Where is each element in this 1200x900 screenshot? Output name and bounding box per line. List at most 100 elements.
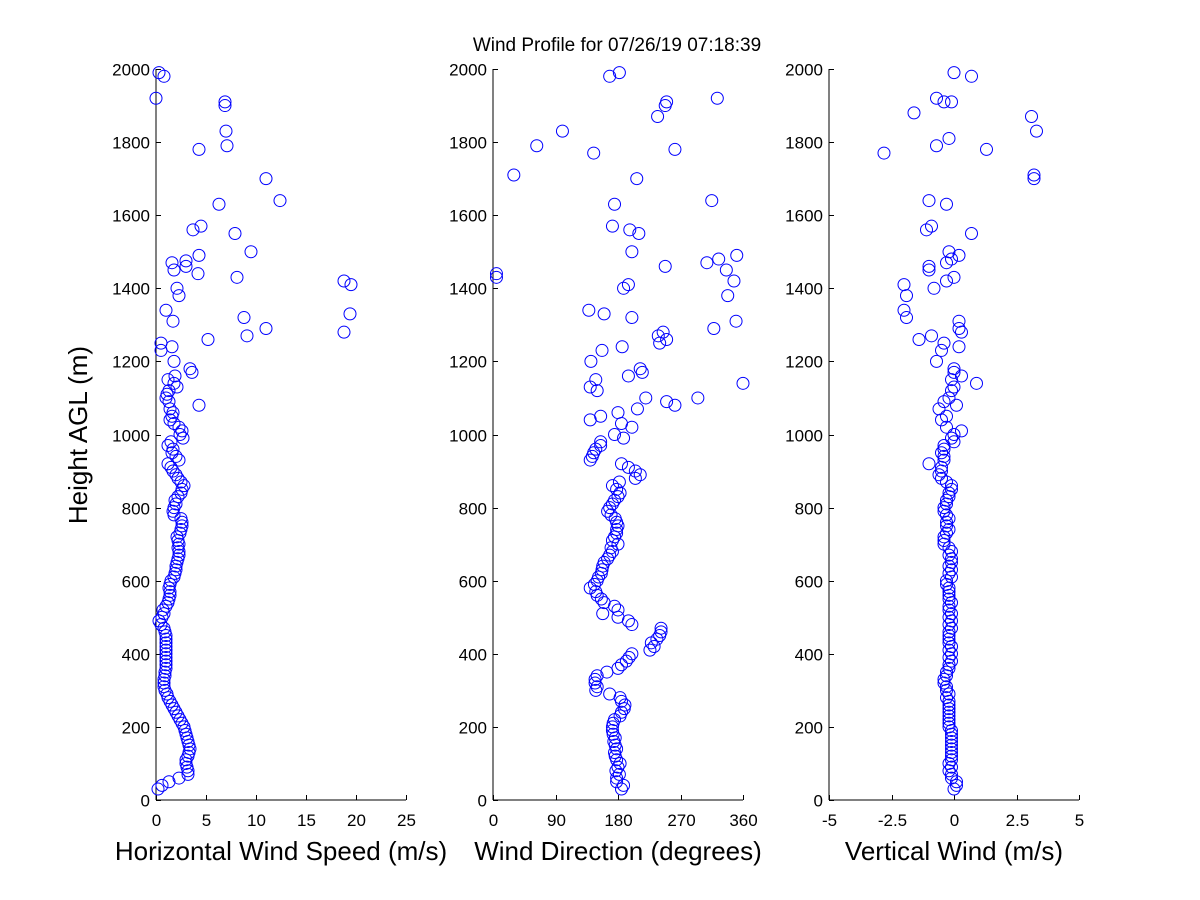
data-point: [942, 716, 956, 730]
data-point: [922, 263, 936, 277]
data-point: [161, 373, 175, 387]
data-point: [952, 340, 966, 354]
data-point: [907, 106, 921, 120]
data-point: [237, 311, 251, 325]
data-point: [942, 245, 956, 259]
data-point: [192, 142, 206, 156]
data-point: [937, 449, 951, 463]
data-point: [877, 146, 891, 160]
data-point: [736, 376, 750, 390]
y-tick-label: 400: [459, 646, 487, 665]
data-point: [625, 647, 639, 661]
data-point: [171, 709, 185, 723]
data-point: [940, 420, 953, 434]
data-point: [610, 771, 624, 785]
data-point: [632, 226, 646, 240]
data-point: [162, 395, 176, 409]
data-point: [610, 482, 624, 496]
data-point: [201, 332, 215, 346]
data-point: [635, 365, 649, 379]
x-tick-label: 0: [950, 811, 959, 830]
data-point: [932, 468, 946, 482]
y-tick-label: 0: [814, 792, 823, 811]
data-point: [947, 66, 961, 80]
data-point: [654, 625, 668, 639]
data-point: [343, 307, 357, 321]
data-point: [639, 391, 653, 405]
data-point: [614, 782, 628, 796]
data-point: [172, 771, 186, 785]
x-tick-label: 0: [152, 811, 161, 830]
data-point: [230, 270, 244, 284]
data-point: [940, 680, 953, 694]
data-point: [614, 457, 628, 471]
y-tick-label: 200: [795, 719, 823, 738]
data-point: [721, 289, 735, 303]
data-point: [625, 245, 639, 259]
data-point: [611, 406, 625, 420]
data-point: [617, 431, 631, 445]
data-point: [945, 544, 958, 558]
data-point: [594, 438, 608, 452]
data-point: [660, 395, 674, 409]
data-point: [609, 764, 623, 778]
data-point: [942, 610, 956, 624]
data-point: [651, 110, 665, 124]
data-point: [605, 219, 619, 233]
data-point: [167, 354, 181, 368]
data-point: [612, 66, 626, 80]
data-point: [950, 778, 963, 792]
data-point: [668, 142, 682, 156]
y-tick-label: 800: [459, 500, 487, 519]
data-point: [337, 274, 351, 288]
data-point: [1030, 124, 1043, 138]
y-tick-label: 1800: [112, 134, 150, 153]
data-point: [945, 749, 958, 763]
data-point: [927, 281, 941, 295]
y-tick-label: 600: [459, 573, 487, 592]
data-point: [945, 738, 958, 752]
data-point: [590, 384, 604, 398]
data-point: [590, 669, 604, 683]
data-point: [945, 563, 958, 577]
data-point: [595, 343, 609, 357]
data-point: [169, 563, 183, 577]
data-point: [191, 267, 205, 281]
data-point: [945, 95, 958, 109]
data-point: [945, 384, 958, 398]
data-point: [942, 391, 956, 405]
data-point: [935, 471, 948, 485]
x-tick-label: 180: [604, 811, 632, 830]
data-point: [171, 490, 185, 504]
data-point: [164, 574, 178, 588]
figure-title: Wind Profile for 07/26/19 07:18:39: [473, 35, 761, 56]
data-point: [160, 387, 174, 401]
data-point: [621, 369, 635, 383]
data-point: [168, 369, 182, 383]
data-point: [925, 329, 938, 343]
data-point: [259, 172, 273, 186]
data-point: [603, 548, 617, 562]
x-tick-label: 360: [729, 811, 757, 830]
data-point: [228, 226, 242, 240]
data-point: [935, 343, 948, 357]
data-point: [159, 658, 173, 672]
data-point: [219, 124, 233, 138]
data-point: [937, 442, 951, 456]
data-point: [172, 289, 186, 303]
data-point: [177, 720, 191, 734]
data-point: [691, 391, 705, 405]
data-point: [729, 314, 743, 328]
data-point: [945, 760, 958, 774]
data-point: [712, 252, 726, 266]
data-point: [594, 409, 608, 423]
data-point: [622, 650, 636, 664]
data-point: [940, 409, 953, 423]
data-point: [942, 705, 956, 719]
data-point: [589, 373, 603, 387]
data-point: [940, 493, 953, 507]
data-point: [273, 194, 287, 208]
data-point: [623, 223, 637, 237]
data-point: [942, 698, 956, 712]
